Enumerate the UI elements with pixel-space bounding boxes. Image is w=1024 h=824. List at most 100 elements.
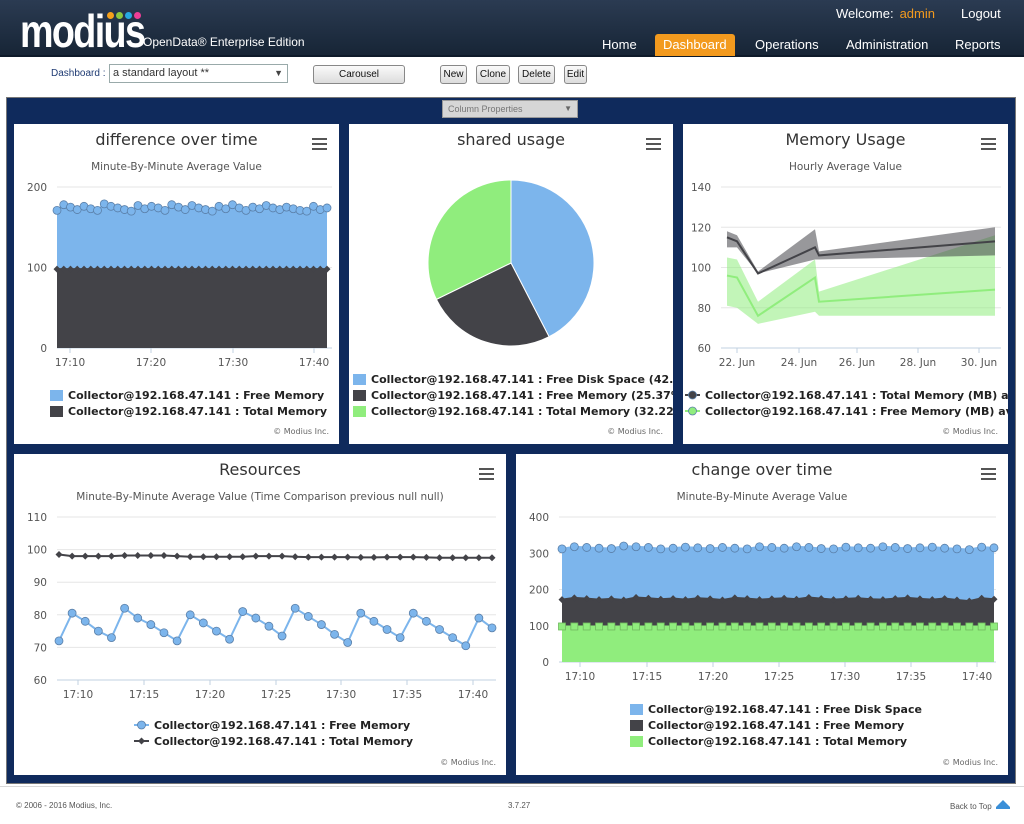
legend-label: Collector@192.168.47.141 : Free Memory: [68, 389, 324, 402]
pie-slice[interactable]: [427, 179, 512, 301]
data-point: [264, 621, 274, 631]
data-point: [817, 622, 826, 631]
data-point: [879, 622, 887, 631]
data-point: [644, 594, 652, 602]
chart-menu-icon[interactable]: [646, 138, 661, 150]
data-point: [606, 544, 616, 553]
data-point: [67, 265, 74, 273]
legend-item[interactable]: Collector@192.168.47.141 : Free Memory (…: [353, 389, 673, 402]
column-properties-select[interactable]: Column Properties ▼: [442, 100, 578, 118]
legend-item[interactable]: Collector@192.168.47.141 : Total Memory …: [685, 389, 1008, 402]
legend-item[interactable]: Collector@192.168.47.141 : Total Memory: [50, 405, 327, 418]
edit-button[interactable]: Edit: [564, 65, 587, 84]
data-point: [841, 542, 851, 552]
data-point: [693, 543, 703, 553]
legend-item[interactable]: Collector@192.168.47.141 : Free Disk Spa…: [630, 703, 922, 716]
y-tick-label: 80: [34, 610, 47, 622]
legend-swatch: [630, 736, 643, 747]
data-point: [829, 544, 838, 554]
layout-select[interactable]: a standard layout ** ▼: [109, 64, 288, 83]
data-point: [141, 265, 149, 273]
data-point: [330, 629, 339, 639]
data-point: [891, 595, 899, 603]
data-point: [160, 551, 168, 559]
data-point: [235, 265, 243, 273]
data-point: [303, 612, 313, 621]
back-to-top-link[interactable]: Back to Top: [950, 802, 992, 811]
legend-item[interactable]: Collector@192.168.47.141 : Total Memory: [134, 735, 413, 748]
nav-dashboard[interactable]: Dashboard: [655, 34, 735, 56]
data-point: [148, 265, 155, 273]
data-point: [915, 543, 925, 553]
data-point: [928, 596, 936, 604]
data-point: [916, 595, 924, 603]
chart-menu-icon[interactable]: [479, 468, 494, 480]
app-header: modius OpenData® Enterprise Edition Welc…: [0, 0, 1024, 57]
data-point: [160, 205, 170, 215]
data-point: [67, 608, 77, 618]
x-tick-label: 17:20: [195, 689, 225, 701]
nav-operations[interactable]: Operations: [755, 37, 819, 52]
data-point: [262, 265, 270, 273]
data-point: [952, 544, 962, 554]
pie-slice[interactable]: [435, 262, 550, 347]
data-point: [879, 596, 887, 604]
data-point: [805, 593, 813, 601]
data-point: [475, 554, 483, 562]
data-point: [87, 265, 95, 273]
series-0: [54, 603, 497, 651]
data-point: [607, 595, 615, 603]
data-point: [842, 595, 850, 603]
legend-item[interactable]: Collector@192.168.47.141 : Total Memory …: [353, 405, 673, 418]
arrow-up-icon[interactable]: [996, 800, 1010, 809]
chart-menu-icon[interactable]: [981, 138, 996, 150]
new-button[interactable]: New: [440, 65, 467, 84]
chart-menu-icon[interactable]: [981, 468, 996, 480]
data-point: [681, 596, 689, 604]
data-point: [107, 552, 115, 560]
y-tick-label: 120: [691, 222, 711, 234]
pie-slice[interactable]: [510, 179, 595, 338]
legend-item[interactable]: Collector@192.168.47.141 : Free Memory: [134, 719, 410, 732]
user-name-link[interactable]: admin: [899, 6, 935, 21]
x-tick-label: 17:25: [261, 689, 291, 701]
data-point: [916, 622, 924, 631]
legend-swatch: [50, 406, 63, 417]
data-point: [570, 622, 579, 631]
nav-home[interactable]: Home: [602, 37, 637, 52]
legend-item[interactable]: Collector@192.168.47.141 : Free Disk Spa…: [353, 373, 673, 386]
nav-administration[interactable]: Administration: [846, 37, 929, 52]
logo-dot: [107, 12, 114, 19]
data-point: [107, 633, 116, 643]
data-point: [53, 265, 61, 273]
y-tick-label: 90: [34, 577, 47, 589]
legend-swatch: [630, 720, 643, 731]
data-point: [251, 613, 261, 623]
chart-subtitle: Minute-By-Minute Average Value: [677, 491, 848, 503]
clone-button[interactable]: Clone: [476, 65, 510, 84]
logout-link[interactable]: Logout: [961, 6, 1001, 21]
data-point: [804, 543, 814, 552]
chart-menu-icon[interactable]: [312, 138, 327, 150]
data-point: [396, 553, 404, 561]
legend-item[interactable]: Collector@192.168.47.141 : Free Memory: [50, 389, 324, 402]
legend-label: Collector@192.168.47.141 : Total Memory: [648, 735, 907, 748]
data-point: [127, 265, 135, 273]
legend-item[interactable]: Collector@192.168.47.141 : Total Memory: [630, 735, 907, 748]
data-point: [594, 543, 604, 553]
y-tick-label: 400: [529, 512, 549, 524]
data-point: [558, 622, 566, 631]
series-line: [58, 553, 492, 559]
data-point: [242, 265, 250, 273]
legend-item[interactable]: Collector@192.168.47.141 : Free Memory (…: [685, 405, 1008, 418]
data-point: [990, 622, 998, 631]
legend-item[interactable]: Collector@192.168.47.141 : Free Memory: [630, 719, 904, 732]
carousel-button[interactable]: Carousel: [313, 65, 405, 84]
delete-button[interactable]: Delete: [518, 65, 555, 84]
data-point: [52, 205, 62, 215]
chevron-down-icon: ▼: [564, 104, 572, 113]
data-point: [681, 542, 690, 552]
nav-reports[interactable]: Reports: [955, 37, 1001, 52]
data-point: [619, 622, 628, 631]
menu-bar: [981, 478, 996, 480]
